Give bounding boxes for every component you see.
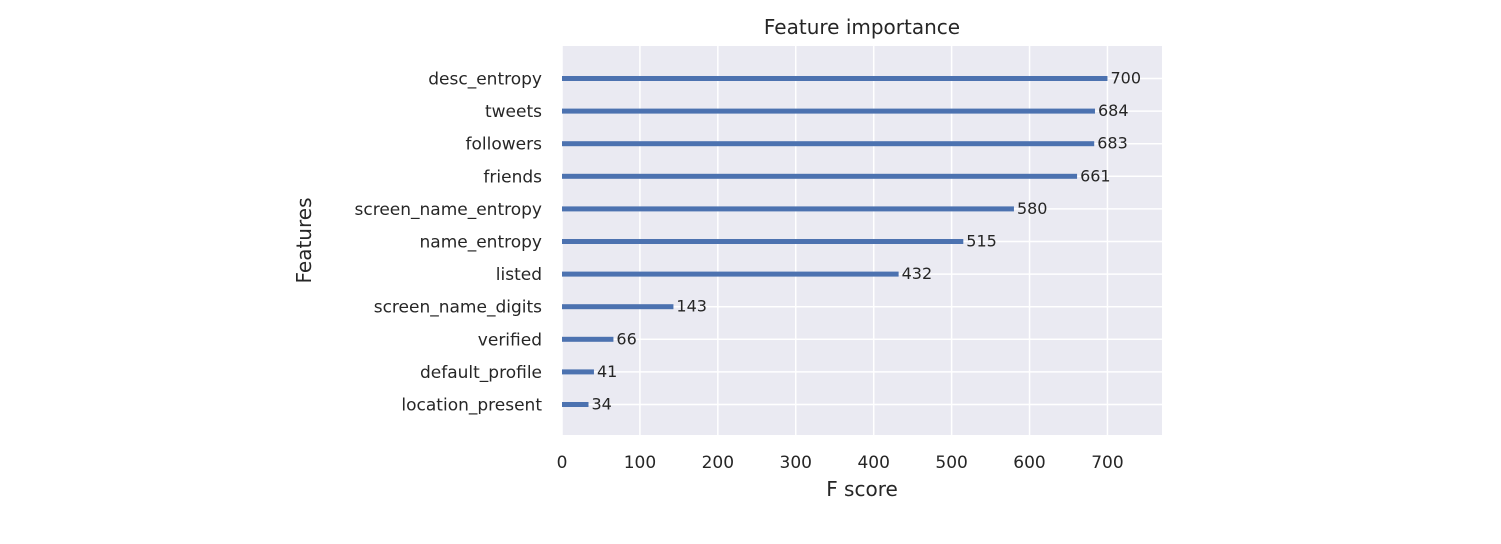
bar-screen_name_digits [562, 304, 674, 310]
y-tick-labels: location_present default_profile verified s… [355, 70, 543, 416]
x-tick-label: 600 [1013, 453, 1045, 473]
data-label: 515 [966, 232, 997, 251]
y-tick-label: listed [496, 265, 542, 285]
x-tick-label: 400 [857, 453, 889, 473]
data-label: 432 [902, 264, 933, 283]
x-tick-label: 200 [702, 453, 734, 473]
data-label: 580 [1017, 199, 1048, 218]
x-tick-label: 700 [1091, 453, 1123, 473]
x-tick-labels: 0 100 200 300 400 500 600 700 [557, 453, 1124, 473]
bar-screen_name_entropy [562, 206, 1014, 212]
y-tick-label: location_present [401, 396, 542, 416]
data-label: 143 [676, 297, 707, 316]
data-label: 700 [1110, 69, 1141, 88]
bar-default_profile [562, 369, 594, 375]
chart-title: Feature importance [764, 15, 960, 39]
bar-verified [562, 336, 614, 342]
y-tick-label: verified [478, 330, 542, 350]
x-axis-label: F score [826, 477, 898, 501]
y-tick-label: screen_name_entropy [355, 200, 543, 220]
x-tick-label: 500 [935, 453, 967, 473]
bars [562, 76, 1108, 407]
bar-name_entropy [562, 239, 964, 244]
bar-followers [562, 141, 1095, 147]
bar-desc_entropy [562, 76, 1108, 81]
x-tick-label: 0 [557, 453, 568, 473]
data-label: 661 [1080, 166, 1111, 185]
bar-listed [562, 271, 899, 277]
bar-friends [562, 173, 1078, 179]
y-tick-label: default_profile [420, 363, 542, 383]
bar-location_present [562, 402, 589, 407]
x-tick-label: 100 [624, 453, 656, 473]
x-tick-label: 300 [780, 453, 812, 473]
y-tick-label: tweets [485, 102, 542, 122]
y-axis-label: Features [292, 198, 316, 284]
y-tick-label: name_entropy [420, 233, 542, 253]
data-label: 41 [597, 362, 617, 381]
y-tick-label: desc_entropy [428, 70, 542, 90]
data-labels: 34 41 66 143 432 515 580 661 683 684 700 [591, 69, 1141, 414]
data-label: 66 [616, 329, 636, 348]
data-label: 683 [1097, 134, 1128, 153]
bar-tweets [562, 108, 1095, 114]
data-label: 34 [591, 395, 611, 414]
y-tick-label: screen_name_digits [374, 298, 542, 318]
data-label: 684 [1098, 101, 1129, 120]
y-tick-label: followers [466, 135, 543, 155]
y-tick-label: friends [483, 167, 542, 187]
